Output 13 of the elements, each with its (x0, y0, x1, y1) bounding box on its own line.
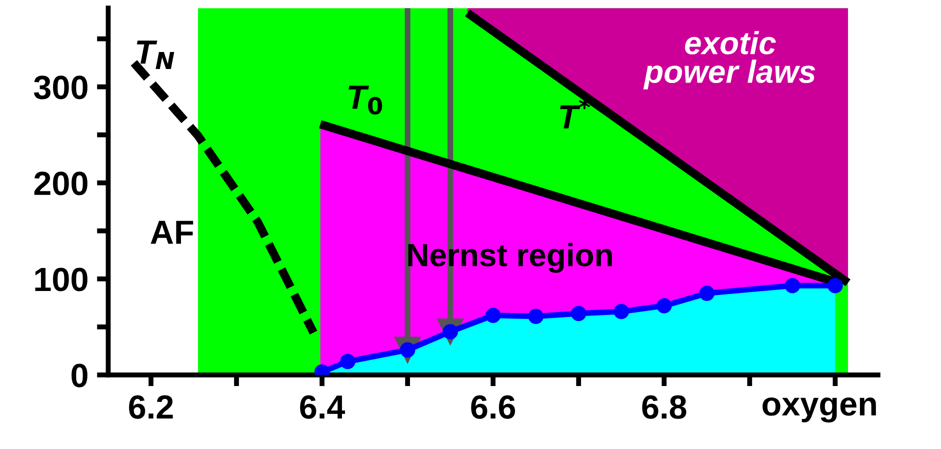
annotation: T$_{0}$ (348, 86, 382, 115)
x-tick-label: 6.4 (300, 395, 346, 419)
y-tick-label: 0 (72, 364, 88, 388)
y-tick-label: 100 (35, 268, 88, 292)
y-tick-label: 300 (34, 76, 88, 100)
x-axis-title: oxygen (762, 397, 876, 422)
x-tick-label: 6.2 (129, 395, 173, 419)
x-tick-label: 6.8 (642, 395, 686, 419)
annotation: T$_{N}$ (136, 40, 174, 70)
annotation: exotic power laws (643, 30, 816, 90)
y-tick-label: 200 (34, 172, 88, 196)
x-tick-label: 6.6 (471, 395, 516, 419)
annotation: AF (150, 220, 194, 244)
